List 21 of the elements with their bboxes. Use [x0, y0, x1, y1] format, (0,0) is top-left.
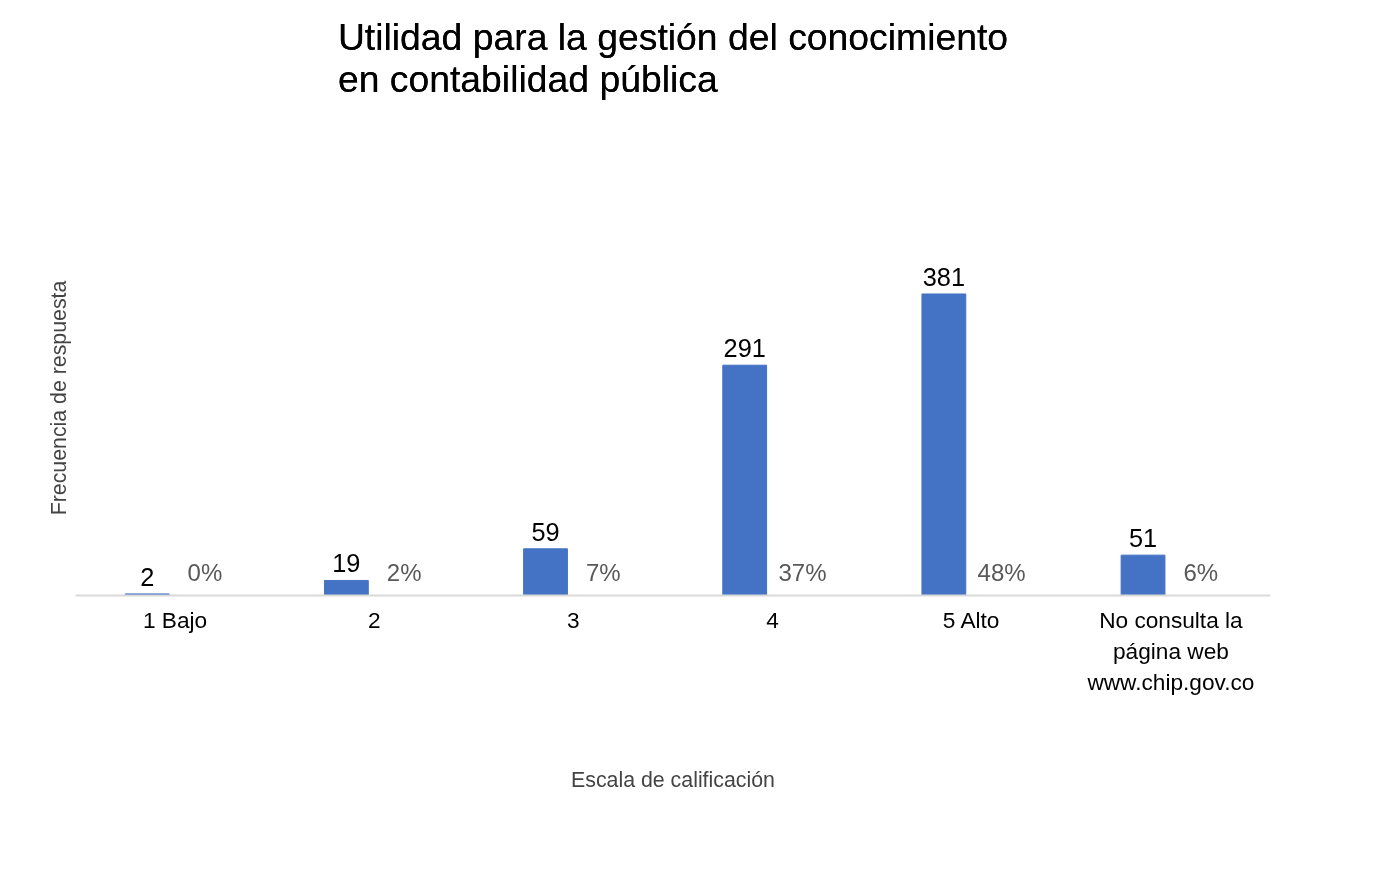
data-label: 59	[531, 517, 560, 546]
x-tick-label: 3	[567, 606, 580, 633]
annotation: 48%	[977, 558, 1026, 586]
y-axis-title: Frecuencia de respuesta	[46, 280, 71, 516]
data-label: 2	[140, 562, 155, 591]
x-tick-label: 5 Alto	[942, 606, 1000, 633]
annotation: 7%	[585, 558, 621, 586]
annotation: 6%	[1183, 558, 1219, 586]
x-tick-label: 4	[766, 606, 779, 633]
annotation: 0%	[187, 558, 223, 586]
data-label: 19	[332, 549, 361, 578]
annotation: 37%	[778, 558, 827, 586]
x-tick-label: 1 Bajo	[142, 606, 208, 633]
x-axis-title: Escala de calificación	[571, 767, 775, 792]
annotation: 2%	[386, 558, 422, 586]
data-label: 51	[1128, 524, 1158, 553]
chart-title: Utilidad para la gestión del conocimiento en contabilidad pública	[337, 15, 1009, 100]
data-label: 381	[922, 262, 965, 291]
data-label: 291	[723, 334, 766, 363]
x-tick-label: No consulta la página web www.chip.gov.co	[1086, 606, 1255, 695]
x-tick-label: 2	[367, 606, 381, 633]
